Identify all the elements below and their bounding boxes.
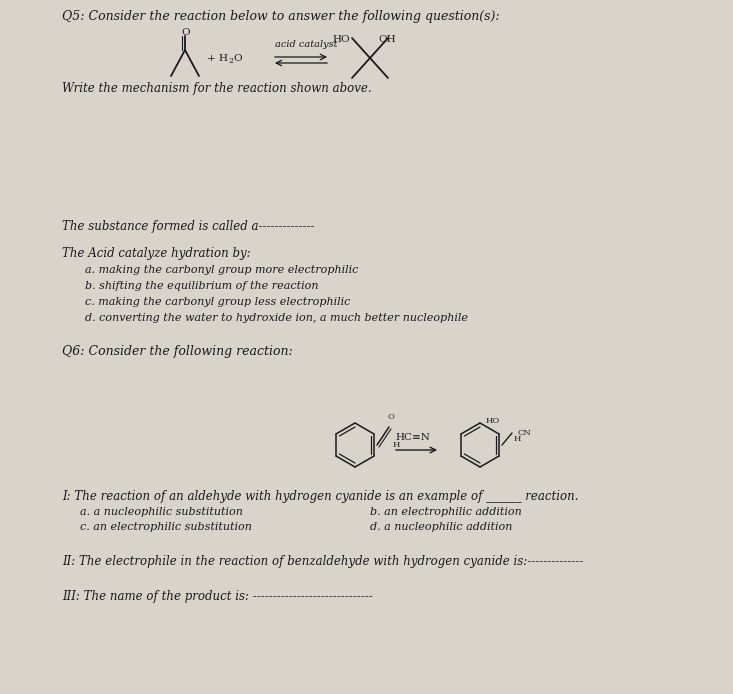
Text: 2: 2 [228,57,233,65]
Text: The substance formed is called a--------------: The substance formed is called a--------… [62,220,314,233]
Text: The Acid catalyze hydration by:: The Acid catalyze hydration by: [62,247,251,260]
Text: c. making the carbonyl group less electrophilic: c. making the carbonyl group less electr… [85,297,350,307]
Text: c. an electrophilic substitution: c. an electrophilic substitution [80,522,252,532]
Text: O: O [233,54,242,63]
Text: Write the mechanism for the reaction shown above.: Write the mechanism for the reaction sho… [62,82,372,95]
Text: Q5: Consider the reaction below to answer the following question(s):: Q5: Consider the reaction below to answe… [62,10,500,23]
Text: a. a nucleophilic substitution: a. a nucleophilic substitution [80,507,243,517]
Text: b. shifting the equilibrium of the reaction: b. shifting the equilibrium of the react… [85,281,319,291]
Text: d. converting the water to hydroxide ion, a much better nucleophile: d. converting the water to hydroxide ion… [85,313,468,323]
Text: O: O [181,28,190,37]
Text: I: The reaction of an aldehyde with hydrogen cyanide is an example of ______ rea: I: The reaction of an aldehyde with hydr… [62,490,578,503]
Text: acid catalyst: acid catalyst [275,40,337,49]
Text: H: H [393,441,400,449]
Text: O: O [387,413,394,421]
Text: a. making the carbonyl group more electrophilic: a. making the carbonyl group more electr… [85,265,358,275]
Text: HO: HO [332,35,350,44]
Text: d. a nucleophilic addition: d. a nucleophilic addition [370,522,512,532]
Text: III: The name of the product is: ------------------------------: III: The name of the product is: -------… [62,590,373,603]
Text: OH: OH [378,35,396,44]
Text: CN: CN [517,429,531,437]
Text: H: H [514,435,521,443]
Text: HO: HO [486,417,500,425]
Text: + H: + H [207,54,228,63]
Text: HC≡N: HC≡N [395,433,430,442]
Text: b. an electrophilic addition: b. an electrophilic addition [370,507,522,517]
Text: Q6: Consider the following reaction:: Q6: Consider the following reaction: [62,345,292,358]
Text: II: The electrophile in the reaction of benzaldehyde with hydrogen cyanide is:--: II: The electrophile in the reaction of … [62,555,583,568]
